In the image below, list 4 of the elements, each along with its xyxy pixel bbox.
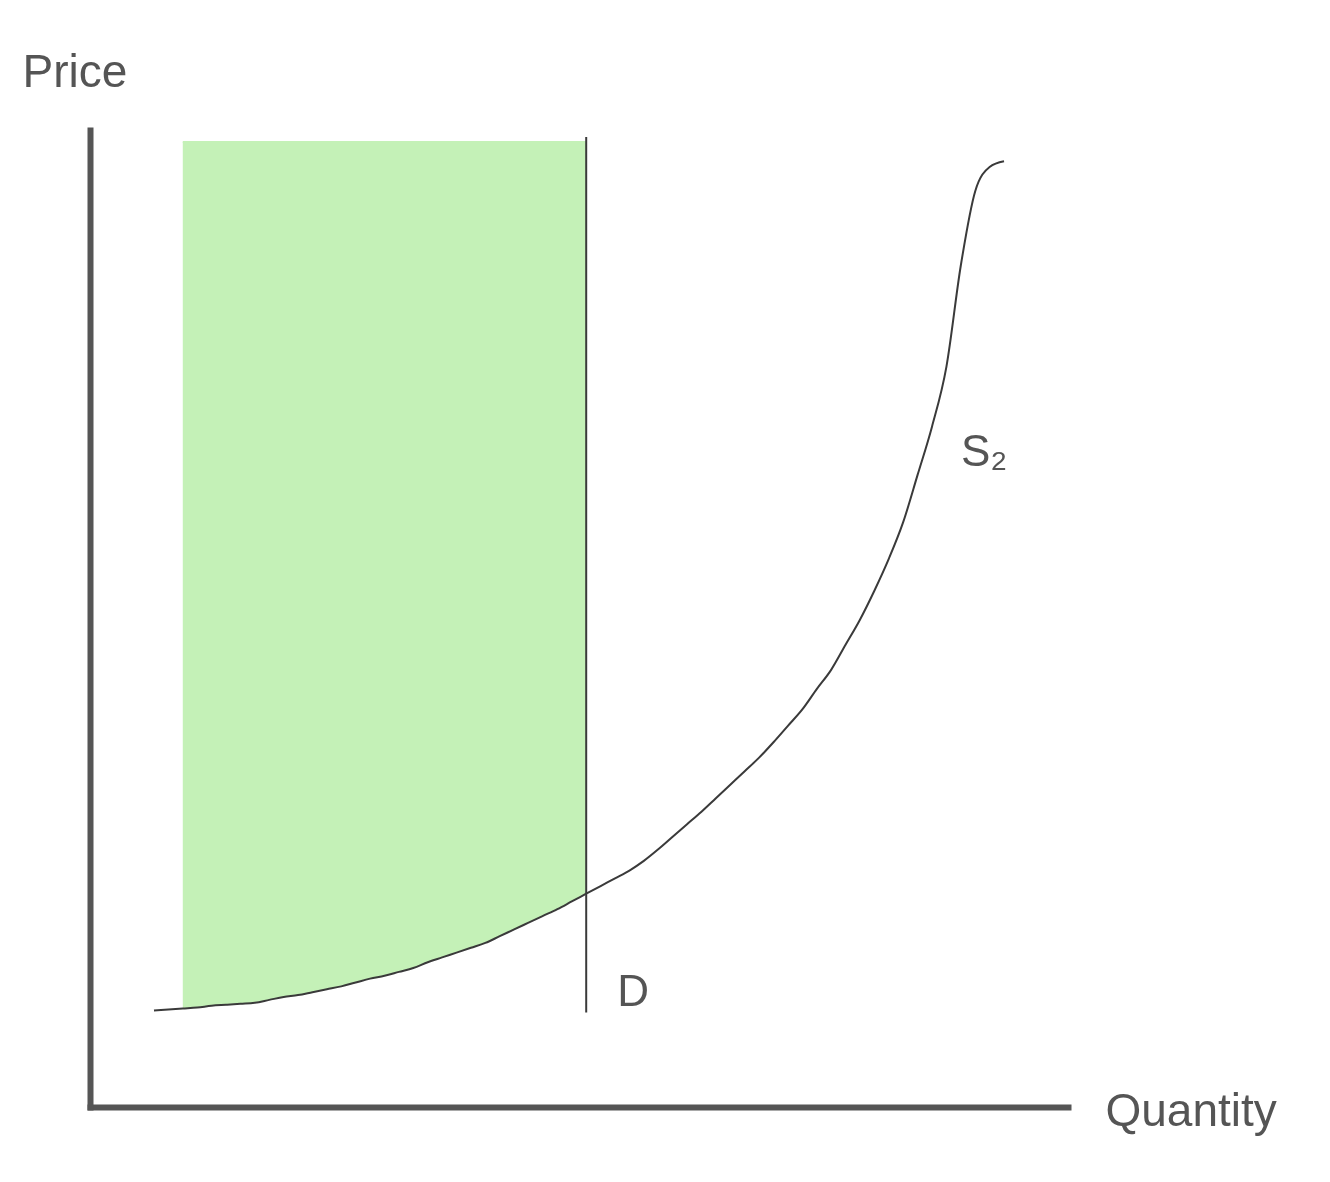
series-label: S₂ [960, 425, 1008, 475]
x-axis-title: Quantity [1105, 1083, 1277, 1136]
annotation: D [617, 966, 649, 1016]
y-axis-title: Price [22, 44, 128, 97]
